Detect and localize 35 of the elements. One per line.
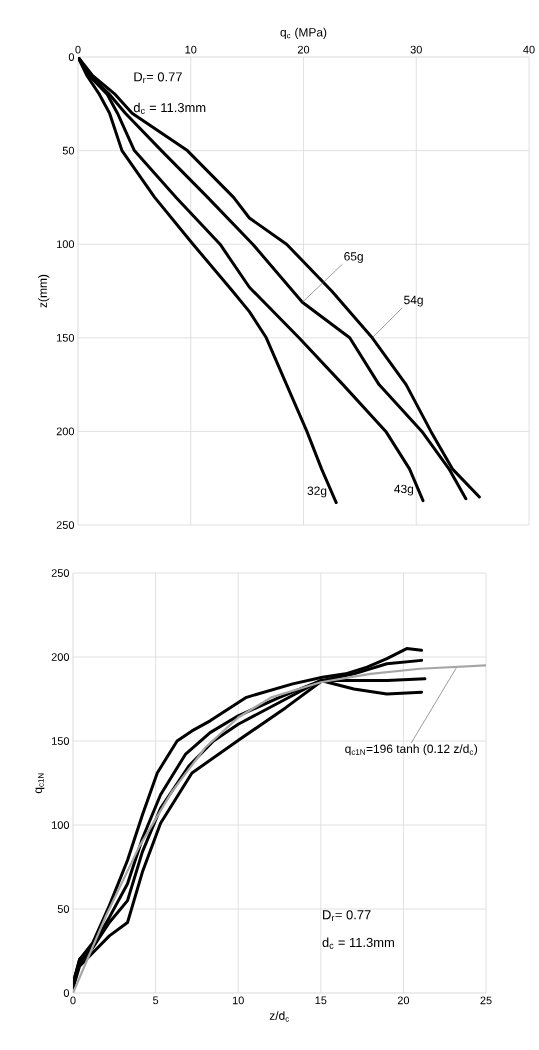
y-axis-title: z(mm) — [38, 274, 50, 308]
x-axis-title: q$_{c}$ (MPa) — [280, 27, 327, 39]
y-tick-label: 200 — [51, 653, 70, 661]
y-tick-label: 50 — [62, 146, 75, 155]
y-tick-label: 150 — [52, 737, 70, 745]
y-tick-label: 250 — [56, 521, 75, 529]
x-tick-label: 20 — [397, 996, 410, 1005]
annotation: 65g — [344, 252, 363, 263]
annotation: D$_{r}$= 0.77 — [323, 910, 371, 922]
x-tick-label: 5 — [152, 996, 159, 1005]
x-tick-label: 40 — [523, 45, 535, 54]
annotation: 32g — [307, 486, 327, 498]
x-tick-label: 25 — [480, 996, 492, 1005]
x-tick-label: 20 — [297, 45, 310, 54]
y-tick-label: 200 — [56, 427, 75, 436]
y-tick-label: 50 — [57, 905, 70, 913]
y-axis-title: q$_{c1N}$ — [35, 773, 45, 794]
y-tick-label: 100 — [52, 821, 70, 829]
x-tick-label: 0 — [75, 45, 81, 54]
annotation: 43g — [394, 484, 414, 496]
annotation: 54g — [404, 295, 423, 307]
y-tick-label: 150 — [57, 333, 75, 342]
y-tick-label: 250 — [51, 569, 70, 577]
annotation: d$_{c}$ = 11.3mm — [322, 937, 394, 949]
x-tick-label: 10 — [232, 996, 244, 1005]
x-axis-title: z/d$_{c}$ — [269, 1011, 290, 1022]
y-tick-label: 0 — [63, 989, 70, 997]
y-tick-label: 0 — [68, 53, 75, 61]
x-tick-label: 15 — [315, 996, 327, 1005]
y-tick-label: 100 — [57, 240, 75, 249]
x-tick-label: 10 — [185, 45, 197, 54]
annotation: q$_{c1N}$=196 tanh (0.12 z/d$_{c}$) — [345, 744, 478, 756]
annotation: d$_{c}$ = 11.3mm — [133, 102, 206, 114]
annotation: D$_{r}$= 0.77 — [134, 72, 182, 84]
x-tick-label: 30 — [410, 45, 422, 54]
